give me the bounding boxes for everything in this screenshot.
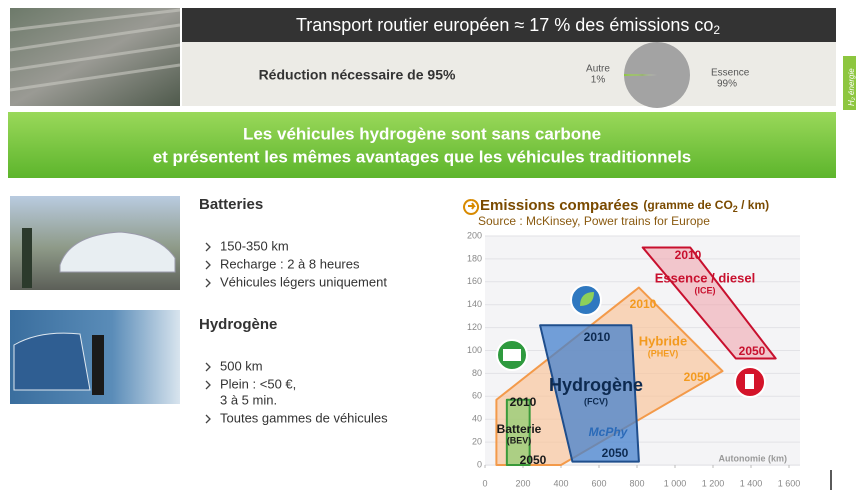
x-tick-label: 400: [553, 478, 568, 488]
region: [641, 246, 777, 360]
bullet: [205, 414, 211, 424]
list-item: Plein : <50 €,: [220, 376, 296, 391]
y-tick-label: 40: [472, 414, 482, 424]
vehicle-lists: Batteries 150-350 km Recharge : 2 à 8 heur…: [199, 196, 388, 425]
photo-detail: [9, 8, 181, 92]
pie-slice: [624, 73, 657, 77]
y-tick-label: 100: [467, 345, 482, 355]
chart-title-text: Emissions comparées: [480, 197, 638, 214]
y-tick-label: 0: [477, 459, 482, 469]
y-tick-label: 60: [472, 391, 482, 401]
region-sublabel: (BEV): [507, 435, 532, 445]
region-year: 2050: [684, 370, 711, 384]
region-sublabel: (FCV): [584, 396, 608, 406]
region-year: 2010: [675, 248, 702, 262]
y-tick-label: 180: [467, 253, 482, 263]
x-tick-label: 800: [629, 478, 644, 488]
header-panel: [182, 42, 836, 106]
x-tick-label: 200: [515, 478, 530, 488]
car-shape: [13, 332, 91, 391]
pie-slice: [624, 41, 690, 109]
battery-icon-body: [503, 349, 521, 361]
banner-line: Les véhicules hydrogène sont sans carbon…: [243, 124, 601, 143]
arrow-icon: [463, 199, 480, 215]
region-sublabel: (PHEV): [648, 348, 679, 358]
pie-label: Essence: [711, 68, 750, 79]
section-title: Batteries: [199, 196, 263, 213]
x-tick-label: 0: [482, 478, 487, 488]
list-item: 150-350 km: [220, 238, 289, 253]
chart-unit-sub: 2: [733, 204, 738, 214]
banner-line: et présentent les mêmes avantages que le…: [153, 147, 692, 166]
chart-unit: (gramme de CO: [643, 198, 732, 212]
y-tick-label: 160: [467, 276, 482, 286]
bullet: [205, 278, 211, 288]
pie-value-label: 99%: [717, 79, 737, 90]
y-tick-label: 200: [467, 230, 482, 240]
reduction: Réduction nécessaire de 95%: [259, 67, 456, 83]
header-bar: [182, 8, 836, 42]
region: [539, 324, 640, 463]
region-label: Batterie: [497, 422, 542, 436]
pie-value-label: 1%: [591, 75, 606, 86]
plot: 0 20 40 60 80 100 120 140 160 180 200 0 200 400 600 800…: [467, 230, 800, 488]
side-tab: [843, 56, 856, 110]
title-sub: 2: [713, 23, 720, 37]
region-year: 2010: [630, 297, 657, 311]
header-title: Transport routier européen ≈ 17 % des ém…: [296, 15, 720, 37]
leaf-shape: [580, 292, 594, 306]
person-shape: [92, 335, 104, 395]
charger-shape: [22, 228, 32, 288]
x-tick-label: 1 600: [778, 478, 801, 488]
x-axis-label: Autonomie (km): [719, 453, 788, 463]
chart-unit-end: / km): [738, 198, 769, 212]
list-item: 3 à 5 min.: [220, 392, 277, 407]
x-tick-label: 600: [591, 478, 606, 488]
x-tick-label: 1 400: [740, 478, 763, 488]
x-tick-label: 1 000: [664, 478, 687, 488]
region-year: 2050: [602, 446, 629, 460]
side-tab-text: H₂ énergie: [847, 68, 856, 106]
bullet: [205, 242, 211, 252]
list-item: 500 km: [220, 358, 263, 373]
y-tick-label: 120: [467, 322, 482, 332]
pie-label: Autre: [586, 64, 610, 75]
region-year: 2010: [510, 395, 537, 409]
bullet: [205, 380, 211, 390]
region-label: Hybride: [639, 333, 687, 348]
region-label: Essence / diesel: [655, 270, 755, 285]
region-year: 2010: [584, 330, 611, 344]
chart-source: Source : McKinsey, Power trains for Euro…: [478, 214, 710, 228]
list-item: Recharge : 2 à 8 heures: [220, 256, 360, 271]
chart-title: Emissions comparées (gramme de CO2 / km): [480, 197, 769, 214]
list-item: Véhicules légers uniquement: [220, 274, 387, 289]
y-tick-label: 140: [467, 299, 482, 309]
region-sublabel: (ICE): [695, 285, 716, 295]
bullet: [205, 260, 211, 270]
region-year: 2050: [520, 453, 547, 467]
car-shape: [59, 231, 176, 273]
bullet: [205, 362, 211, 372]
region-label: Hydrogène: [549, 375, 643, 395]
x-tick-label: 1 200: [702, 478, 725, 488]
section-title: Hydrogène: [199, 316, 277, 333]
banner: [8, 112, 836, 178]
fuel-pump: [745, 374, 754, 389]
logo: McPhy: [589, 425, 629, 439]
title-text: Transport routier européen ≈ 17 % des ém…: [296, 15, 713, 35]
region: [505, 398, 531, 466]
list-item: Toutes gammes de véhicules: [220, 410, 388, 425]
y-tick-label: 20: [472, 436, 482, 446]
region-year: 2050: [739, 344, 766, 358]
y-tick-label: 80: [472, 368, 482, 378]
